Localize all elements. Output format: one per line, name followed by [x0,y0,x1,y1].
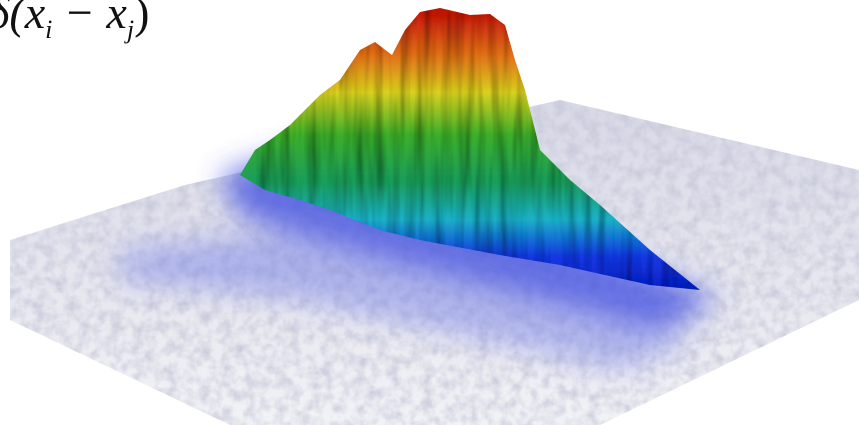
formula-part: ) [134,0,149,38]
formula-part: − x [52,0,127,38]
surface-plot: δ(xi − xj) [0,0,859,425]
formula-part: i [45,15,52,44]
formula-part: δ(x [0,0,46,38]
formula: δ(xi − xj) [0,0,149,44]
